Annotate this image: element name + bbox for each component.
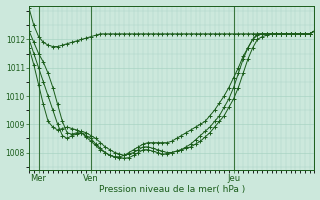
X-axis label: Pression niveau de la mer( hPa ): Pression niveau de la mer( hPa ) bbox=[99, 185, 245, 194]
